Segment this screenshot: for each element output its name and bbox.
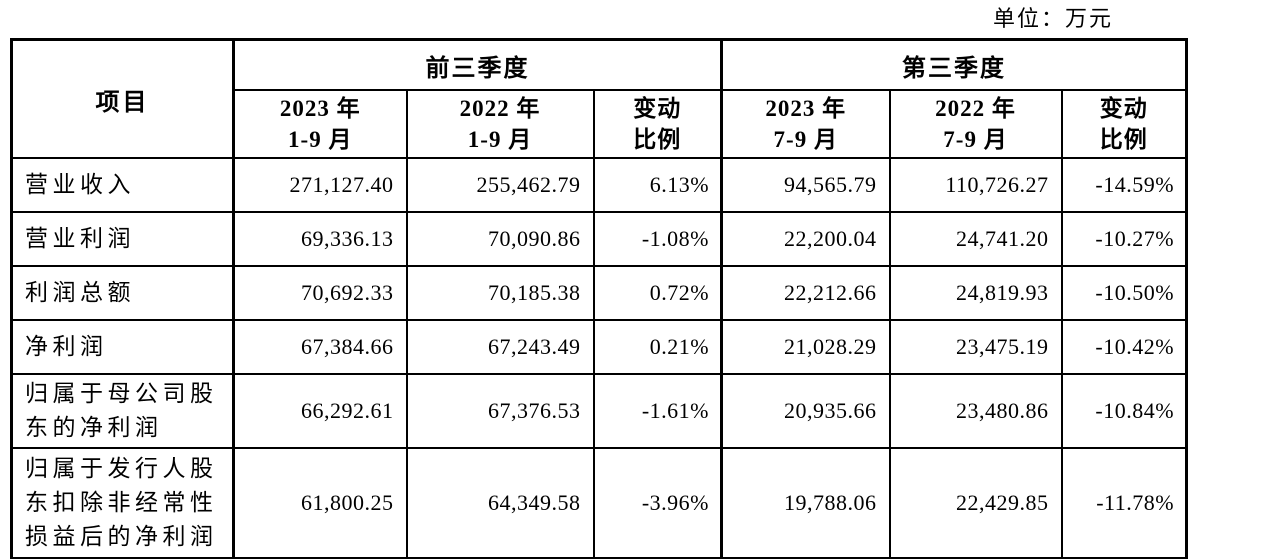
header-group-row: 项目 前三季度 第三季度 bbox=[10, 38, 1188, 159]
column-group-first-three-quarters: 前三季度 bbox=[231, 38, 723, 91]
table-row: 利润总额 70,692.33 70,185.38 0.72% 22,212.66… bbox=[10, 265, 1188, 321]
change-ratio-cell: -11.78% bbox=[1060, 447, 1188, 559]
header-line-1: 变动 bbox=[1099, 96, 1148, 121]
value-cell: 22,200.04 bbox=[720, 211, 891, 267]
value-cell: 23,475.19 bbox=[888, 319, 1063, 375]
row-item-label: 净利润 bbox=[10, 319, 235, 375]
change-ratio-cell: -10.42% bbox=[1060, 319, 1188, 375]
value-cell: 69,336.13 bbox=[232, 211, 408, 267]
row-item-label: 营业利润 bbox=[10, 211, 235, 267]
header-line-1: 2022 年 bbox=[459, 96, 541, 121]
value-cell: 61,800.25 bbox=[232, 447, 408, 559]
value-cell: 70,090.86 bbox=[405, 211, 595, 267]
change-ratio-cell: -10.84% bbox=[1060, 373, 1188, 449]
change-ratio-cell: 0.21% bbox=[592, 319, 723, 375]
change-ratio-cell: -1.61% bbox=[592, 373, 723, 449]
value-cell: 271,127.40 bbox=[232, 157, 408, 213]
value-cell: 24,741.20 bbox=[888, 211, 1063, 267]
unit-label: 单位：万元 bbox=[992, 6, 1113, 31]
value-cell: 24,819.93 bbox=[888, 265, 1063, 321]
column-header-q3-change-ratio: 变动 比例 bbox=[1060, 89, 1188, 159]
change-ratio-cell: -10.50% bbox=[1060, 265, 1188, 321]
header-line-2: 1-9 月 bbox=[467, 127, 533, 152]
row-item-label: 营业收入 bbox=[10, 157, 235, 213]
header-line-2: 7-9 月 bbox=[943, 127, 1008, 152]
column-group-third-quarter: 第三季度 bbox=[720, 38, 1188, 91]
value-cell: 110,726.27 bbox=[888, 157, 1063, 213]
row-item-label: 利润总额 bbox=[10, 265, 235, 321]
change-ratio-cell: 6.13% bbox=[592, 157, 723, 213]
change-ratio-cell: -3.96% bbox=[592, 447, 723, 559]
table-row: 归属于发行人股东扣除非经常性损益后的净利润 61,800.25 64,349.5… bbox=[10, 447, 1188, 559]
change-ratio-cell: 0.72% bbox=[592, 265, 723, 321]
column-header-ytd-change-ratio: 变动 比例 bbox=[592, 89, 723, 159]
value-cell: 94,565.79 bbox=[720, 157, 891, 213]
value-cell: 23,480.86 bbox=[888, 373, 1063, 449]
value-cell: 66,292.61 bbox=[232, 373, 408, 449]
value-cell: 20,935.66 bbox=[720, 373, 891, 449]
header-line-2: 7-9 月 bbox=[773, 127, 838, 152]
value-cell: 67,384.66 bbox=[232, 319, 408, 375]
table-row: 净利润 67,384.66 67,243.49 0.21% 21,028.29 … bbox=[10, 319, 1188, 375]
row-item-label: 归属于母公司股东的净利润 bbox=[10, 373, 235, 449]
change-ratio-cell: -10.27% bbox=[1060, 211, 1188, 267]
row-item-label: 归属于发行人股东扣除非经常性损益后的净利润 bbox=[10, 447, 235, 559]
column-header-item: 项目 bbox=[10, 38, 235, 159]
column-header-2023-q3: 2023 年 7-9 月 bbox=[720, 89, 891, 159]
value-cell: 67,376.53 bbox=[405, 373, 595, 449]
header-line-1: 变动 bbox=[633, 96, 682, 121]
value-cell: 19,788.06 bbox=[720, 447, 891, 559]
value-cell: 22,212.66 bbox=[720, 265, 891, 321]
value-cell: 255,462.79 bbox=[405, 157, 595, 213]
header-line-2: 比例 bbox=[1099, 127, 1148, 152]
header-line-2: 比例 bbox=[633, 127, 682, 152]
header-line-1: 2023 年 bbox=[279, 96, 361, 121]
header-line-2: 1-9 月 bbox=[288, 127, 353, 152]
table-row: 归属于母公司股东的净利润 66,292.61 67,376.53 -1.61% … bbox=[10, 373, 1188, 449]
header-line-1: 2022 年 bbox=[935, 96, 1016, 121]
value-cell: 21,028.29 bbox=[720, 319, 891, 375]
change-ratio-cell: -1.08% bbox=[592, 211, 723, 267]
table-row: 营业收入 271,127.40 255,462.79 6.13% 94,565.… bbox=[10, 157, 1188, 213]
change-ratio-cell: -14.59% bbox=[1060, 157, 1188, 213]
value-cell: 67,243.49 bbox=[405, 319, 595, 375]
header-subcolumn-row: 2023 年 1-9 月 2022 年 1-9 月 变动 比例 2023 年 7… bbox=[12, 89, 1188, 159]
column-header-2023-ytd: 2023 年 1-9 月 bbox=[232, 89, 408, 159]
column-header-2022-q3: 2022 年 7-9 月 bbox=[888, 89, 1063, 159]
value-cell: 22,429.85 bbox=[888, 447, 1063, 559]
value-cell: 70,692.33 bbox=[232, 265, 408, 321]
table-row: 营业利润 69,336.13 70,090.86 -1.08% 22,200.0… bbox=[10, 211, 1188, 267]
header-line-1: 2023 年 bbox=[765, 96, 847, 121]
value-cell: 70,185.38 bbox=[405, 265, 595, 321]
column-header-2022-ytd: 2022 年 1-9 月 bbox=[405, 89, 595, 159]
quarterly-financials-table: 项目 前三季度 第三季度 2023 年 1-9 月 2022 年 1-9 月 变… bbox=[10, 38, 1189, 559]
value-cell: 64,349.58 bbox=[405, 447, 595, 559]
